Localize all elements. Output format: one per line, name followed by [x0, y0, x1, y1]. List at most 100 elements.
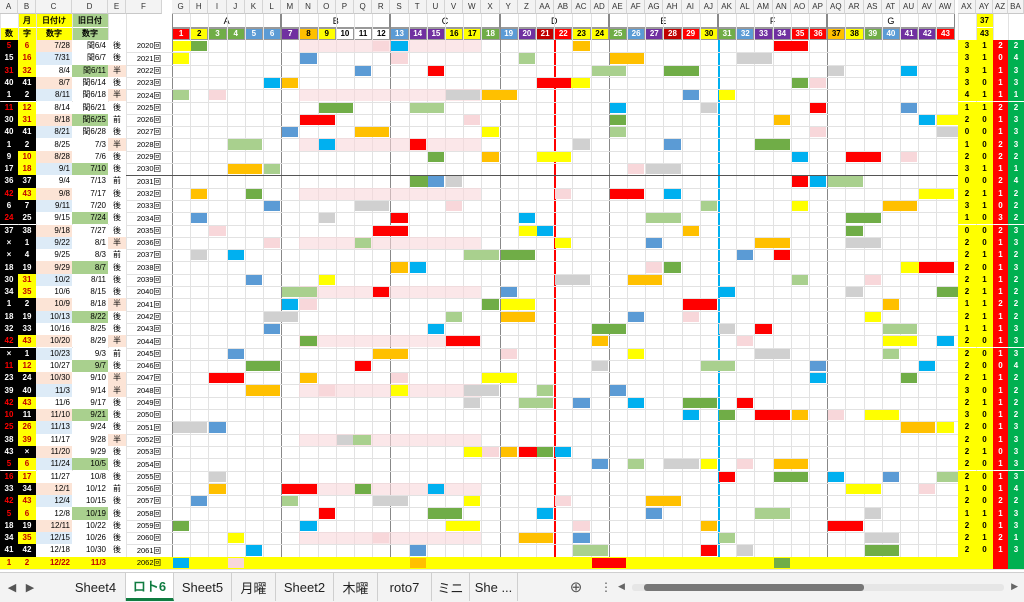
row-tally-ay[interactable]: 0	[976, 236, 993, 250]
row-tally-ay[interactable]: 0	[976, 138, 993, 151]
row-old-date[interactable]: 閏6/28	[72, 126, 108, 139]
row-number-b[interactable]: 24	[18, 372, 36, 385]
horizontal-scrollbar[interactable]: ◀ ▶	[618, 579, 1018, 595]
row-tally-az[interactable]: 1	[993, 396, 1008, 409]
row-number-a[interactable]: 36	[0, 175, 18, 188]
row-date[interactable]: 11/6	[36, 396, 72, 409]
row-number-b[interactable]: 41	[18, 126, 36, 139]
sheet-tab[interactable]: ミニ	[432, 573, 470, 601]
row-period[interactable]: 半	[108, 138, 126, 151]
row-draw-number[interactable]: 2046回	[136, 361, 161, 371]
row-number-b[interactable]: 19	[18, 310, 36, 323]
row-tally-ba[interactable]: 3	[1008, 236, 1024, 250]
row-tally-ay[interactable]: 0	[976, 76, 993, 90]
row-tally-ay[interactable]: 1	[976, 89, 993, 102]
row-old-date[interactable]: 8/25	[72, 322, 108, 336]
row-period[interactable]: 後	[108, 532, 126, 545]
column-header[interactable]: V	[445, 0, 464, 14]
row-period[interactable]: 後	[108, 76, 126, 90]
row-tally-ba[interactable]: 3	[1008, 322, 1024, 336]
row-number-b[interactable]: 38	[18, 224, 36, 237]
row-period[interactable]: 後	[108, 150, 126, 163]
row-period[interactable]: 後	[108, 359, 126, 373]
row-tally-az[interactable]: 1	[993, 433, 1008, 446]
row-number-b[interactable]: 11	[18, 409, 36, 422]
row-tally-ax[interactable]: 2	[958, 421, 976, 434]
row-old-date[interactable]: 7/20	[72, 199, 108, 213]
column-header[interactable]: AS	[863, 0, 882, 14]
column-header[interactable]: AA	[536, 0, 555, 14]
row-draw-number[interactable]: 2061回	[136, 545, 161, 555]
row-old-date[interactable]: 8/15	[72, 286, 108, 299]
row-old-date[interactable]: 9/24	[72, 421, 108, 434]
row-draw-number[interactable]: 2023回	[136, 78, 161, 88]
more-options-icon[interactable]: ⋮	[600, 580, 612, 594]
column-header[interactable]: B	[18, 0, 36, 14]
row-tally-ba[interactable]: 2	[1008, 150, 1024, 163]
row-tally-ba[interactable]: 1	[1008, 163, 1024, 176]
row-tally-ba[interactable]: 3	[1008, 544, 1024, 557]
row-number-a[interactable]: 11	[0, 359, 18, 373]
row-old-date[interactable]: 10/19	[72, 507, 108, 520]
row-period[interactable]: 後	[108, 322, 126, 336]
row-tally-ay[interactable]: 0	[976, 470, 993, 483]
row-number-a[interactable]: 42	[0, 187, 18, 200]
row-old-date[interactable]: 9/29	[72, 445, 108, 459]
row-tally-az[interactable]: 1	[993, 347, 1008, 360]
row-tally-ba[interactable]: 2	[1008, 384, 1024, 397]
row-number-a[interactable]: 40	[0, 126, 18, 139]
row-number-b[interactable]: 40	[18, 384, 36, 397]
row-number-a[interactable]: 32	[0, 322, 18, 336]
row-period[interactable]: 後	[108, 445, 126, 459]
row-tally-ay[interactable]: 1	[976, 298, 993, 311]
column-header[interactable]: AH	[663, 0, 682, 14]
row-tally-ax[interactable]: 1	[958, 212, 976, 225]
row-date[interactable]: 9/22	[36, 236, 72, 250]
row-date[interactable]: 12/18	[36, 544, 72, 557]
row-number-b[interactable]: 32	[18, 64, 36, 77]
row-date[interactable]: 7/28	[36, 40, 72, 53]
row-draw-number[interactable]: 2032回	[136, 188, 161, 198]
row-tally-ax[interactable]: 2	[958, 359, 976, 373]
row-date[interactable]: 8/25	[36, 138, 72, 151]
row-tally-ax[interactable]: 0	[958, 126, 976, 139]
row-number-a[interactable]: ×	[0, 347, 18, 360]
column-header[interactable]: AV	[918, 0, 937, 14]
sheet-tab[interactable]: ロト6	[126, 573, 174, 601]
row-tally-az[interactable]: 1	[993, 261, 1008, 274]
column-header[interactable]: AM	[754, 0, 773, 14]
row-old-date[interactable]: 9/14	[72, 384, 108, 397]
row-tally-ba[interactable]: 2	[1008, 249, 1024, 262]
row-tally-az[interactable]: 1	[993, 409, 1008, 422]
row-tally-az[interactable]: 1	[993, 421, 1008, 434]
row-date[interactable]: 9/25	[36, 249, 72, 262]
row-draw-number[interactable]: 2038回	[136, 262, 161, 272]
column-header[interactable]: Z	[517, 0, 536, 14]
row-tally-az[interactable]: 1	[993, 64, 1008, 77]
row-tally-az[interactable]: 2	[993, 532, 1008, 545]
row-number-b[interactable]: 19	[18, 519, 36, 532]
row-number-a[interactable]: 33	[0, 482, 18, 496]
row-number-a[interactable]: 43	[0, 445, 18, 459]
row-tally-ay[interactable]: 0	[976, 347, 993, 360]
row-tally-ba[interactable]: 3	[1008, 138, 1024, 151]
row-old-date[interactable]: 8/7	[72, 261, 108, 274]
row-number-a[interactable]: 30	[0, 113, 18, 127]
row-number-b[interactable]: 39	[18, 433, 36, 446]
row-date[interactable]: 10/20	[36, 335, 72, 348]
row-number-a[interactable]: 5	[0, 458, 18, 471]
row-tally-ay[interactable]: 1	[976, 310, 993, 323]
row-number-a[interactable]: 25	[0, 421, 18, 434]
row-date[interactable]: 8/11	[36, 89, 72, 102]
row-tally-ba[interactable]: 1	[1008, 89, 1024, 102]
column-header[interactable]: F	[126, 0, 162, 14]
row-draw-number[interactable]: 2024回	[136, 90, 161, 100]
row-old-date[interactable]: 9/10	[72, 372, 108, 385]
row-tally-ay[interactable]: 1	[976, 273, 993, 286]
row-tally-az[interactable]: 1	[993, 544, 1008, 557]
row-draw-number[interactable]: 2053回	[136, 447, 161, 457]
row-draw-number[interactable]: 2059回	[136, 521, 161, 531]
column-header[interactable]: AU	[900, 0, 919, 14]
row-period[interactable]	[108, 556, 126, 569]
row-draw-number[interactable]: 2058回	[136, 508, 161, 518]
